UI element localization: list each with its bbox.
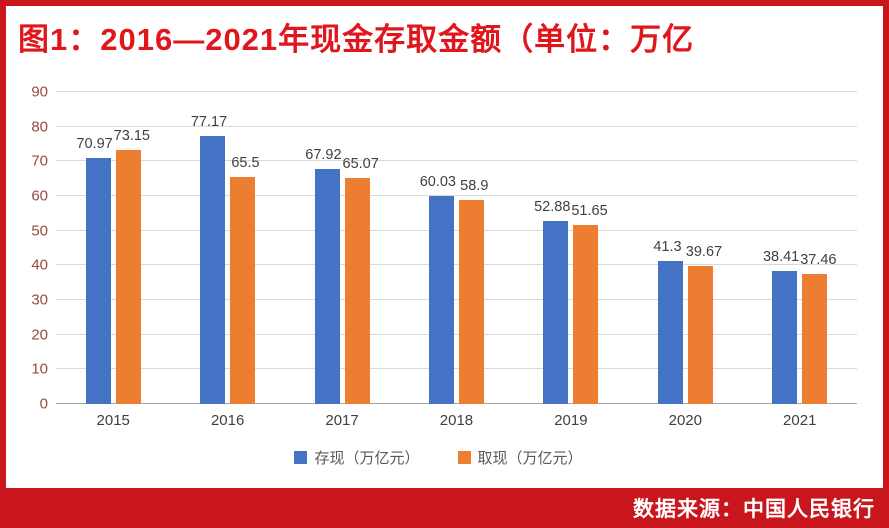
bar-value-label: 38.41 xyxy=(762,248,800,265)
gridline xyxy=(56,195,857,196)
legend: 存现（万亿元） 取现（万亿元） xyxy=(20,429,857,468)
bar-value-label: 73.15 xyxy=(113,128,150,145)
bar-withdraw-2018: 58.9 xyxy=(458,179,488,404)
gridline xyxy=(56,91,857,92)
figure-title: 图1：2016—2021年现金存取金额（单位：万亿 xyxy=(18,21,695,57)
bar-group-2019: 52.88 51.65 xyxy=(514,92,628,404)
bar-value-label: 70.97 xyxy=(76,135,113,152)
bar-value-label: 39.67 xyxy=(685,244,723,261)
y-axis-tick-label: 20 xyxy=(31,326,48,344)
bar-deposit-2017: 67.92 xyxy=(305,148,342,404)
gridline xyxy=(56,333,857,335)
bar-value-label: 37.46 xyxy=(800,252,837,269)
y-axis-tick-label: 10 xyxy=(31,360,48,378)
source-banner: 数据来源：中国人民银行 xyxy=(6,488,883,528)
y-axis-tick-label: 0 xyxy=(39,395,48,413)
x-axis: 2015 2016 2017 2018 2019 2020 2021 xyxy=(56,404,857,429)
bar-value-label: 41.3 xyxy=(653,238,682,255)
bar-value-label: 65.07 xyxy=(342,156,379,173)
bar-group-2020: 41.3 39.67 xyxy=(628,92,742,404)
bar-deposit-2020: 41.3 xyxy=(653,240,683,404)
bar-deposit-2018: 60.03 xyxy=(420,175,456,404)
figure-header: 图1：2016—2021年现金存取金额（单位：万亿 xyxy=(6,6,883,64)
gridline xyxy=(56,299,857,300)
gridline xyxy=(56,264,857,266)
x-axis-label-2017: 2017 xyxy=(325,412,359,429)
y-axis-tick-label: 80 xyxy=(31,118,48,136)
bar-withdraw-2016: 65.5 xyxy=(230,156,260,404)
gridline xyxy=(56,368,857,370)
bar-value-label: 65.5 xyxy=(231,154,260,171)
legend-label: 存现（万亿元） xyxy=(314,450,420,467)
x-axis-label-2019: 2019 xyxy=(554,412,588,429)
legend-swatch-icon xyxy=(294,451,308,464)
plot-area: 70.97 73.15 77.17 65.5 67.92 65.07 60.03 58.9 52… xyxy=(56,91,857,404)
bar-withdraw-2019: 51.65 xyxy=(571,204,608,404)
x-axis-label-2021: 2021 xyxy=(783,412,817,429)
bar-group-2017: 67.92 65.07 xyxy=(285,92,399,404)
legend-item-withdraw: 取现（万亿元） xyxy=(457,447,583,468)
bar-value-label: 77.17 xyxy=(190,114,228,131)
source-text: 数据来源：中国人民银行 xyxy=(633,498,875,521)
y-axis-tick-label: 40 xyxy=(31,256,48,274)
bar-value-label: 58.9 xyxy=(460,177,489,194)
x-axis-line xyxy=(56,403,857,404)
gridline xyxy=(56,160,857,162)
x-axis-label-2018: 2018 xyxy=(439,412,474,429)
bar-groups: 70.97 73.15 77.17 65.5 67.92 65.07 60.03 58.9 52… xyxy=(56,92,857,404)
bar-group-2016: 77.17 65.5 xyxy=(170,92,284,404)
bar-deposit-2015: 70.97 xyxy=(76,137,113,404)
bar-withdraw-2015: 73.15 xyxy=(114,129,150,404)
y-axis-tick-label: 70 xyxy=(31,152,48,170)
bar-deposit-2019: 52.88 xyxy=(534,200,570,404)
bar-withdraw-2017: 65.07 xyxy=(343,157,379,404)
x-axis-label-2015: 2015 xyxy=(96,412,130,429)
x-axis-label-2020: 2020 xyxy=(668,412,702,429)
y-axis-tick-label: 90 xyxy=(31,83,48,101)
bar-value-label: 60.03 xyxy=(419,173,456,190)
bar-value-label: 51.65 xyxy=(571,202,608,219)
bar-group-2015: 70.97 73.15 xyxy=(56,92,170,404)
bar-deposit-2016: 77.17 xyxy=(191,115,227,404)
y-axis: 0 10 20 30 40 50 60 70 80 90 xyxy=(20,85,56,412)
bar-value-label: 67.92 xyxy=(305,146,342,163)
legend-label: 取现（万亿元） xyxy=(477,450,583,467)
gridline xyxy=(56,229,857,231)
bar-deposit-2021: 38.41 xyxy=(763,250,799,404)
bar-group-2021: 38.41 37.46 xyxy=(743,92,857,404)
y-axis-tick-label: 30 xyxy=(31,291,48,309)
legend-swatch-icon xyxy=(457,451,471,464)
bar-group-2018: 60.03 58.9 xyxy=(399,92,513,404)
bar-withdraw-2021: 37.46 xyxy=(800,253,837,404)
gridline xyxy=(56,125,857,127)
x-axis-label-2016: 2016 xyxy=(210,412,245,429)
bar-chart: 0 10 20 30 40 50 60 70 80 90 70.97 73.15 77.17 65.5 6… xyxy=(6,64,883,488)
y-axis-tick-label: 60 xyxy=(31,187,48,205)
bar-withdraw-2020: 39.67 xyxy=(686,245,722,404)
y-axis-tick-label: 50 xyxy=(31,222,48,240)
legend-item-deposit: 存现（万亿元） xyxy=(294,447,420,468)
plot-row: 0 10 20 30 40 50 60 70 80 90 70.97 73.15 77.17 65.5 6… xyxy=(20,85,857,412)
bar-value-label: 52.88 xyxy=(534,198,571,215)
